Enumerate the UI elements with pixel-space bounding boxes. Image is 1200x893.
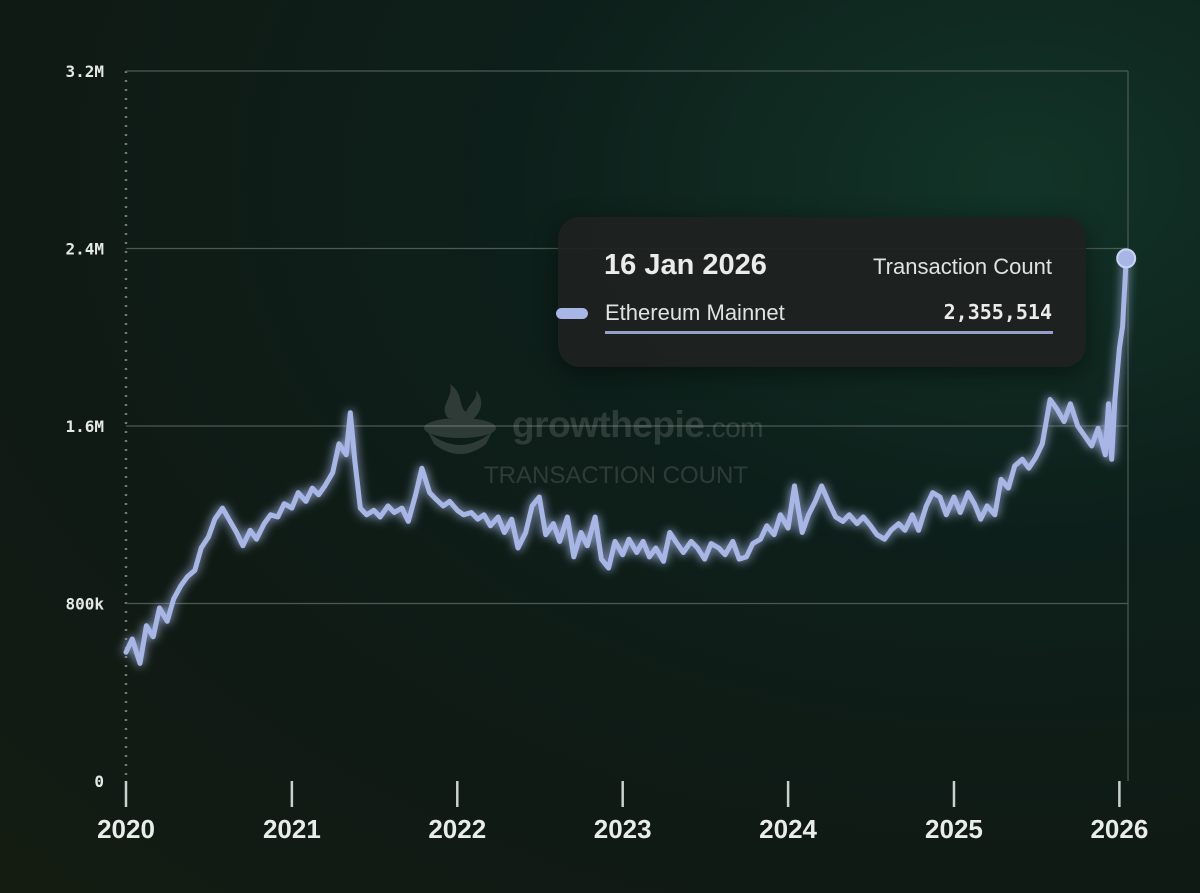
x-tick-label: 2026 <box>1090 814 1148 844</box>
tooltip-series-swatch <box>556 308 588 319</box>
tooltip-series-name: Ethereum Mainnet <box>605 300 785 325</box>
y-tick-label: 3.2M <box>65 62 104 81</box>
tooltip: 16 Jan 2026 Transaction Count Ethereum M… <box>556 217 1086 367</box>
tooltip-date: 16 Jan 2026 <box>604 249 767 281</box>
tooltip-underline <box>605 331 1053 334</box>
series-line-0 <box>123 255 1129 666</box>
x-tick-label: 2021 <box>263 814 321 844</box>
x-axis: 2020 2021 2022 2023 2024 2025 2026 <box>97 781 1148 844</box>
tooltip-metric: Transaction Count <box>873 254 1052 279</box>
tooltip-series-value: 2,355,514 <box>943 300 1052 324</box>
pie-logo-icon <box>424 384 496 454</box>
highlight-point <box>1116 248 1137 269</box>
y-tick-label: 800k <box>65 595 104 614</box>
watermark: growthepie.com TRANSACTION COUNT <box>420 378 764 489</box>
x-tick-label: 2025 <box>925 814 983 844</box>
x-tick-label: 2023 <box>594 814 652 844</box>
y-tick-label: 0 <box>94 772 104 791</box>
watermark-subtitle: TRANSACTION COUNT <box>484 462 748 489</box>
watermark-brand-main: growthepie <box>512 404 705 445</box>
x-tick-label: 2020 <box>97 814 155 844</box>
series-layer <box>123 248 1137 666</box>
x-tick-label: 2024 <box>759 814 817 844</box>
x-tick-label: 2022 <box>428 814 486 844</box>
y-axis: 0 800k 1.6M 2.4M 3.2M <box>65 62 104 791</box>
watermark-brand-suffix: .com <box>704 412 764 443</box>
y-tick-label: 1.6M <box>65 417 104 436</box>
y-tick-label: 2.4M <box>65 240 104 259</box>
watermark-brand: growthepie.com <box>512 404 764 446</box>
